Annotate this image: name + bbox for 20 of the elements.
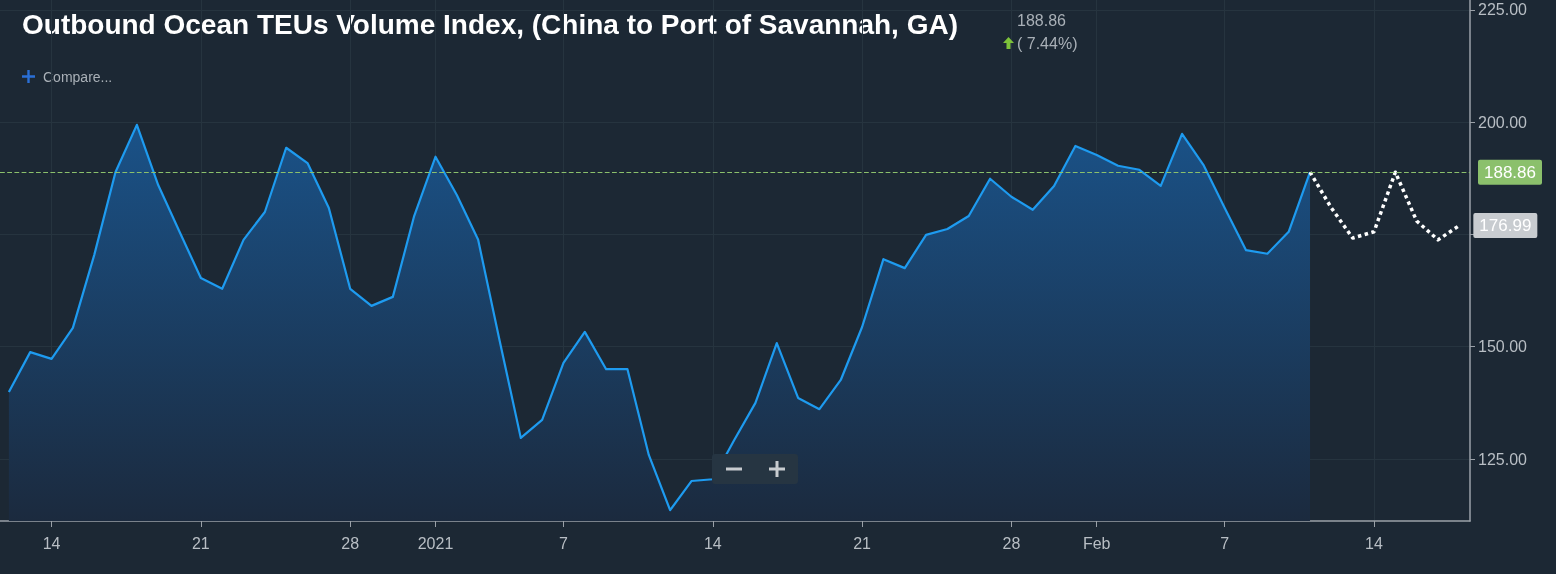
- x-tick-label: Feb: [1082, 534, 1111, 552]
- chart-title: Outbound Ocean TEUs Volume Index, (China to Port of Savannah, GA): [22, 8, 958, 40]
- annotation: Compare...: [43, 69, 113, 85]
- x-tick-label: 21: [853, 534, 872, 552]
- y-tick-label: 125.00: [1478, 450, 1528, 468]
- x-tick-label: 28: [1002, 534, 1021, 552]
- y-tick-label: 225.00: [1478, 1, 1528, 19]
- y-tick-label: 200.00: [1478, 113, 1528, 131]
- x-tick-label: 21: [191, 534, 210, 552]
- x-tick-label: 7: [1220, 534, 1230, 552]
- ref-line-label: 188.86: [1484, 162, 1536, 182]
- x-tick-label: 2021: [417, 534, 454, 552]
- x-tick-label: 14: [703, 534, 722, 552]
- y-tick-label: 150.00: [1478, 338, 1528, 356]
- annotation: 188.86: [1017, 11, 1067, 29]
- annotation: ( 7.44%): [1017, 34, 1078, 52]
- x-tick-label: 14: [1365, 534, 1384, 552]
- x-tick-label: 28: [341, 534, 360, 552]
- x-tick-label: 14: [42, 534, 61, 552]
- x-tick-label: 7: [559, 534, 569, 552]
